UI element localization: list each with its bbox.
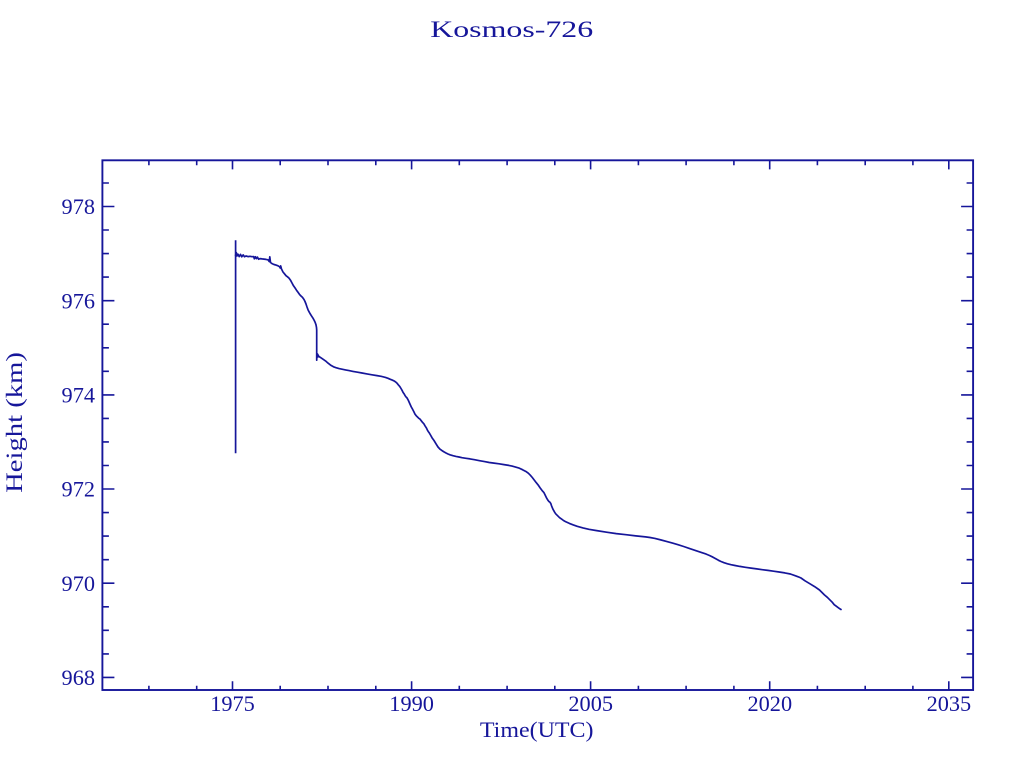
svg-text:968: 968 xyxy=(62,665,95,690)
svg-text:2005: 2005 xyxy=(568,691,613,716)
svg-text:2020: 2020 xyxy=(748,691,793,716)
svg-text:978: 978 xyxy=(62,194,95,219)
svg-text:970: 970 xyxy=(62,571,95,596)
svg-text:2035: 2035 xyxy=(927,691,972,716)
svg-text:974: 974 xyxy=(62,383,95,408)
svg-text:1990: 1990 xyxy=(389,691,434,716)
svg-text:1975: 1975 xyxy=(210,691,255,716)
svg-text:Kosmos-726: Kosmos-726 xyxy=(430,17,593,43)
svg-text:972: 972 xyxy=(62,477,95,502)
svg-text:Height (km): Height (km) xyxy=(2,352,28,493)
svg-text:Time(UTC): Time(UTC) xyxy=(480,717,594,742)
svg-text:976: 976 xyxy=(62,288,95,313)
